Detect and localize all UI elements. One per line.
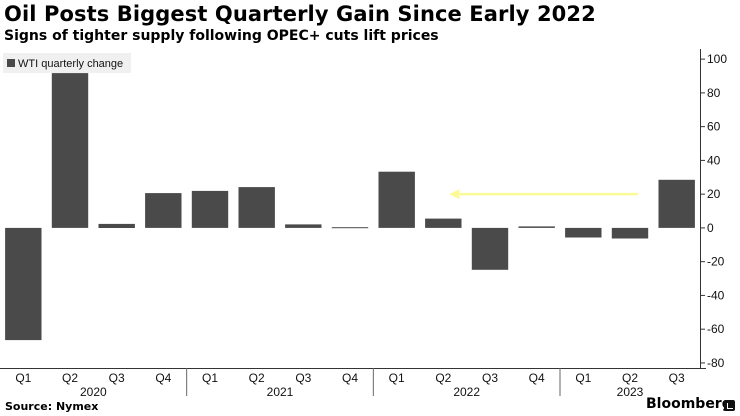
legend-swatch [7, 59, 15, 67]
bar [238, 187, 275, 228]
bar [191, 190, 229, 228]
bar [145, 193, 182, 228]
y-tick-label: -20 [707, 255, 725, 269]
y-tick-label: 20 [707, 187, 721, 201]
y-tick-label: 60 [707, 120, 721, 134]
source-note: Source: Nymex [5, 400, 99, 413]
bar [378, 171, 415, 228]
y-tick-label: 0 [707, 221, 714, 235]
bar [658, 179, 695, 228]
year-label: 2022 [453, 385, 480, 399]
y-tick-label: -60 [707, 322, 725, 336]
year-label: 2020 [80, 385, 107, 399]
x-tick-label: Q2 [62, 371, 78, 385]
y-tick-label: 80 [707, 86, 721, 100]
chart-subtitle: Signs of tighter supply following OPEC+ … [4, 28, 439, 44]
bar [285, 224, 322, 228]
year-label: 2023 [617, 385, 644, 399]
x-tick-label: Q1 [15, 371, 31, 385]
x-tick-label: Q4 [155, 371, 171, 385]
y-tick-label: 100 [707, 52, 727, 66]
x-tick-label: Q1 [202, 371, 218, 385]
chart-title: Oil Posts Biggest Quarterly Gain Since E… [4, 2, 596, 26]
y-tick-label: -40 [707, 288, 725, 302]
x-tick-label: Q3 [669, 371, 685, 385]
chart-icon [724, 400, 735, 411]
x-tick-label: Q3 [295, 371, 311, 385]
x-tick-label: Q2 [249, 371, 265, 385]
bar [471, 227, 509, 270]
bar [565, 227, 602, 238]
x-tick-label: Q4 [529, 371, 545, 385]
x-tick-label: Q2 [622, 371, 638, 385]
bar [425, 218, 462, 228]
brand-logo: Bloomberg [646, 396, 732, 412]
bar [51, 73, 89, 228]
annotation-arrow-head [449, 189, 460, 200]
x-tick-label: Q1 [575, 371, 591, 385]
legend-box [3, 53, 131, 73]
bar [98, 223, 135, 228]
y-tick-label: 40 [707, 153, 721, 167]
x-tick-label: Q3 [109, 371, 125, 385]
x-tick-label: Q4 [342, 371, 358, 385]
y-tick-label: -80 [707, 356, 725, 370]
bar [518, 226, 555, 228]
legend-label: WTI quarterly change [18, 58, 123, 70]
x-tick-label: Q3 [482, 371, 498, 385]
bar [5, 227, 42, 341]
year-label: 2021 [267, 385, 294, 399]
x-tick-label: Q2 [435, 371, 451, 385]
x-tick-label: Q1 [389, 371, 405, 385]
bar [611, 227, 649, 239]
bar [331, 227, 369, 229]
